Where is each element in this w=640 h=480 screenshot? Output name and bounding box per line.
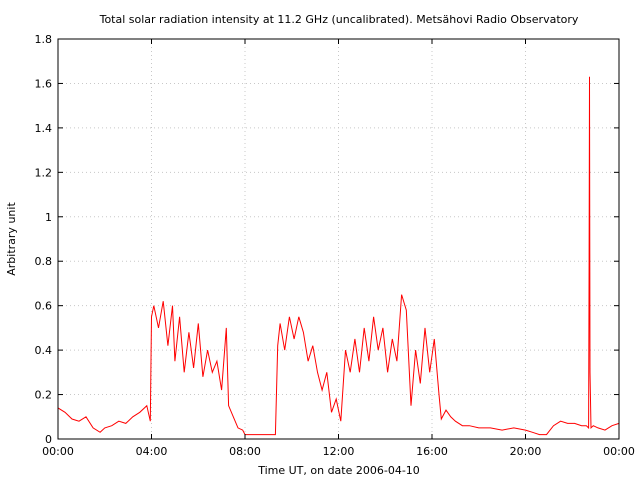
y-tick-label: 1 (45, 211, 52, 224)
x-tick-label: 16:00 (416, 445, 448, 458)
y-tick-label: 0 (45, 433, 52, 446)
x-tick-label: 20:00 (510, 445, 542, 458)
grid (58, 39, 619, 439)
y-tick-label: 0.8 (35, 255, 53, 268)
y-tick-label: 0.2 (35, 389, 53, 402)
y-tick-label: 0.4 (35, 344, 53, 357)
chart-title: Total solar radiation intensity at 11.2 … (99, 13, 579, 26)
x-axis-label: Time UT, on date 2006-04-10 (257, 464, 420, 477)
y-tick-label: 0.6 (35, 300, 53, 313)
axis-ticks: 00:00 04:00 08:00 12:00 16:00 20:00 00:0000.20… (35, 33, 635, 458)
y-tick-label: 1.8 (35, 33, 53, 46)
series-line (57, 76, 620, 436)
x-tick-label: 04:00 (136, 445, 168, 458)
y-tick-label: 1.2 (35, 166, 53, 179)
x-tick-label: 00:00 (42, 445, 74, 458)
x-tick-label: 08:00 (229, 445, 261, 458)
y-axis-label: Arbitrary unit (5, 202, 18, 276)
x-tick-label: 12:00 (323, 445, 355, 458)
y-tick-label: 1.4 (35, 122, 53, 135)
y-tick-label: 1.6 (35, 77, 53, 90)
x-tick-label: 00:00 (603, 445, 635, 458)
